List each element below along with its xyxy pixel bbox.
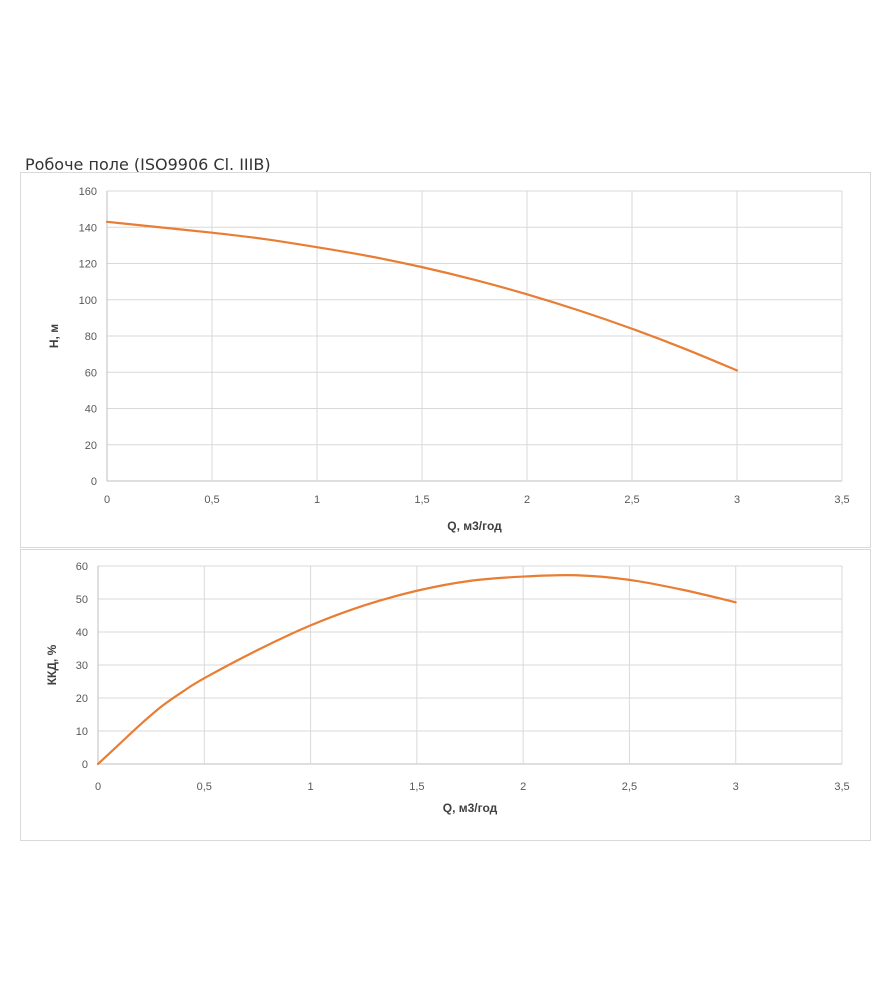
efficiency-y-tick-label: 20 xyxy=(76,693,88,705)
head-x-tick-label: 3,5 xyxy=(834,494,849,506)
head-y-tick-label: 160 xyxy=(79,186,97,198)
efficiency-series-line xyxy=(96,573,737,766)
head-y-tick-label: 120 xyxy=(79,259,97,271)
efficiency-y-tick-label: 50 xyxy=(76,594,88,606)
efficiency-chart-frame xyxy=(20,549,871,841)
head-y-tick-label: 100 xyxy=(79,295,97,307)
efficiency-x-tick-label: 2 xyxy=(520,781,526,793)
efficiency-y-tick-label: 60 xyxy=(76,561,88,573)
efficiency-x-tick-label: 0,5 xyxy=(197,781,212,793)
page-title: Робоче поле (ISO9906 Cl. IIIB) xyxy=(25,155,271,174)
head-y-tick-label: 80 xyxy=(85,331,97,343)
head-y-tick-label: 140 xyxy=(79,222,97,234)
efficiency-y-tick-label: 0 xyxy=(82,759,88,771)
efficiency-x-axis-title: Q, м3/год xyxy=(443,801,498,815)
efficiency-x-tick-label: 3 xyxy=(733,781,739,793)
head-x-tick-label: 1 xyxy=(314,494,320,506)
head-y-tick-label: 20 xyxy=(85,440,97,452)
head-y-axis-title: H, м xyxy=(47,324,61,348)
head-y-tick-label: 0 xyxy=(91,476,97,488)
efficiency-y-tick-label: 30 xyxy=(76,660,88,672)
efficiency-x-tick-label: 2,5 xyxy=(622,781,637,793)
head-x-tick-label: 2,5 xyxy=(624,494,639,506)
efficiency-x-tick-label: 0 xyxy=(95,781,101,793)
efficiency-y-tick-label: 40 xyxy=(76,627,88,639)
head-x-tick-label: 1,5 xyxy=(414,494,429,506)
head-y-tick-label: 40 xyxy=(85,404,97,416)
efficiency-y-axis-title: ККД, % xyxy=(45,644,59,685)
head-series-line xyxy=(105,220,739,372)
head-y-tick-label: 60 xyxy=(85,367,97,379)
head-x-tick-label: 0 xyxy=(104,494,110,506)
head-x-tick-label: 3 xyxy=(734,494,740,506)
head-x-axis-title: Q, м3/год xyxy=(447,519,502,533)
efficiency-x-tick-label: 1 xyxy=(308,781,314,793)
efficiency-x-tick-label: 3,5 xyxy=(834,781,849,793)
head-x-tick-label: 2 xyxy=(524,494,530,506)
efficiency-y-tick-label: 10 xyxy=(76,726,88,738)
head-chart-frame xyxy=(20,172,871,548)
head-x-tick-label: 0,5 xyxy=(204,494,219,506)
efficiency-x-tick-label: 1,5 xyxy=(409,781,424,793)
